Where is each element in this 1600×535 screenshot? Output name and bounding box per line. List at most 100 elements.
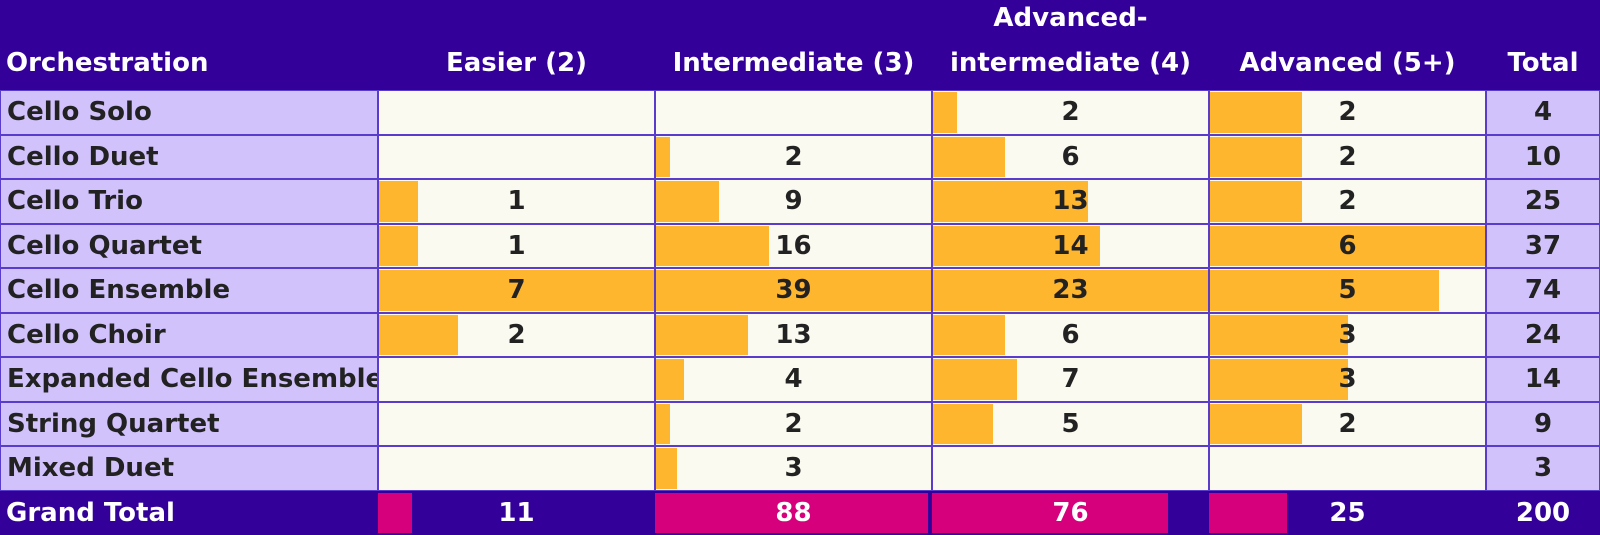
row-label-cell: Cello Quartet — [0, 223, 378, 268]
data-bar — [1210, 270, 1440, 311]
data-cell: 1 — [378, 179, 655, 224]
column-header: Easier (2) — [378, 0, 655, 90]
data-cell: 6 — [1209, 223, 1486, 268]
row-label: Cello Solo — [7, 97, 152, 128]
data-bar — [656, 181, 720, 222]
data-cell: 13 — [655, 312, 932, 357]
data-value: 7 — [1061, 364, 1080, 395]
row-total: 4 — [1533, 97, 1553, 128]
data-bar — [379, 225, 419, 266]
header-orchestration: Orchestration — [6, 48, 209, 78]
data-cell: 3 — [1209, 312, 1486, 357]
data-cell — [1209, 446, 1486, 491]
grand-total-bar — [378, 492, 413, 533]
row-label: Cello Quartet — [7, 230, 202, 261]
data-value: 2 — [1061, 97, 1080, 128]
row-total-cell: 14 — [1486, 357, 1600, 402]
data-cell: 6 — [932, 312, 1209, 357]
data-bar — [656, 270, 931, 311]
data-value: 1 — [507, 186, 526, 217]
row-total-cell: 74 — [1486, 268, 1600, 313]
data-bar — [933, 225, 1101, 266]
data-bar — [933, 270, 1208, 311]
data-value: 6 — [1061, 319, 1080, 350]
row-total-cell: 3 — [1486, 446, 1600, 491]
data-cell — [378, 446, 655, 491]
data-cell: 2 — [1209, 90, 1486, 135]
data-value: 2 — [1338, 141, 1357, 172]
column-header-total: Total — [1507, 48, 1579, 78]
data-value: 6 — [1061, 141, 1080, 172]
data-cell: 4 — [655, 357, 932, 402]
data-bar — [1210, 403, 1302, 444]
data-cell — [378, 134, 655, 179]
data-bar — [933, 359, 1017, 400]
column-header-label: Advanced (5+) — [1239, 48, 1456, 78]
column-header-label: Easier (2) — [445, 48, 588, 78]
row-total: 37 — [1524, 230, 1562, 261]
data-cell: 14 — [932, 223, 1209, 268]
header-total: Total — [1486, 0, 1600, 90]
data-bar — [933, 92, 957, 133]
data-cell: 5 — [932, 401, 1209, 446]
data-value: 13 — [1052, 186, 1089, 217]
column-header-label: Advanced-intermediate (4) — [949, 3, 1192, 78]
row-label: Cello Trio — [7, 186, 143, 217]
data-bar — [379, 181, 419, 222]
data-bar — [656, 225, 769, 266]
data-value: 2 — [1338, 408, 1357, 439]
data-bar — [656, 314, 748, 355]
data-value: 2 — [784, 408, 803, 439]
grand-total-value: 11 — [498, 497, 535, 528]
data-bar — [933, 181, 1089, 222]
row-total: 24 — [1524, 319, 1562, 350]
data-value: 5 — [1061, 408, 1080, 439]
grand-total-value: 76 — [1052, 497, 1089, 528]
row-total-cell: 9 — [1486, 401, 1600, 446]
data-cell: 2 — [655, 134, 932, 179]
row-total: 10 — [1524, 141, 1562, 172]
row-label: Mixed Duet — [7, 453, 175, 484]
data-value: 1 — [507, 230, 526, 261]
data-cell: 2 — [1209, 401, 1486, 446]
row-total-cell: 25 — [1486, 179, 1600, 224]
grand-total-bar — [932, 492, 1168, 533]
data-bar — [1210, 181, 1302, 222]
data-cell: 3 — [655, 446, 932, 491]
row-total: 25 — [1524, 186, 1562, 217]
data-value: 14 — [1052, 230, 1089, 261]
data-value: 3 — [784, 453, 803, 484]
data-cell: 3 — [1209, 357, 1486, 402]
data-value: 4 — [784, 364, 803, 395]
data-bar — [1210, 314, 1348, 355]
data-value: 3 — [1338, 364, 1357, 395]
data-value: 7 — [507, 275, 526, 306]
row-label: Cello Duet — [7, 141, 159, 172]
row-label-cell: Expanded Cello Ensemble — [0, 357, 378, 402]
data-bar — [933, 136, 1005, 177]
grand-total-sum-cell: 200 — [1486, 490, 1600, 535]
row-total-cell: 4 — [1486, 90, 1600, 135]
data-bar — [656, 359, 685, 400]
data-bar — [933, 314, 1005, 355]
data-bar — [1210, 225, 1485, 266]
row-label: String Quartet — [7, 408, 220, 439]
data-cell — [655, 90, 932, 135]
grand-total-cell: 88 — [655, 490, 932, 535]
row-label-cell: Cello Solo — [0, 90, 378, 135]
grand-total-value: 88 — [775, 497, 812, 528]
data-value: 2 — [1338, 186, 1357, 217]
column-header: Advanced-intermediate (4) — [932, 0, 1209, 90]
grand-total-cell: 11 — [378, 490, 655, 535]
header-corner: Orchestration — [0, 0, 378, 90]
data-value: 13 — [775, 319, 812, 350]
row-label: Expanded Cello Ensemble — [7, 364, 378, 395]
data-cell: 7 — [378, 268, 655, 313]
column-header-label: Intermediate (3) — [672, 48, 915, 78]
data-bar — [1210, 359, 1348, 400]
grand-total-value: 25 — [1329, 497, 1366, 528]
row-label: Cello Choir — [7, 319, 166, 350]
grand-total-bar — [1209, 492, 1287, 533]
data-bar — [379, 270, 654, 311]
data-cell: 2 — [378, 312, 655, 357]
